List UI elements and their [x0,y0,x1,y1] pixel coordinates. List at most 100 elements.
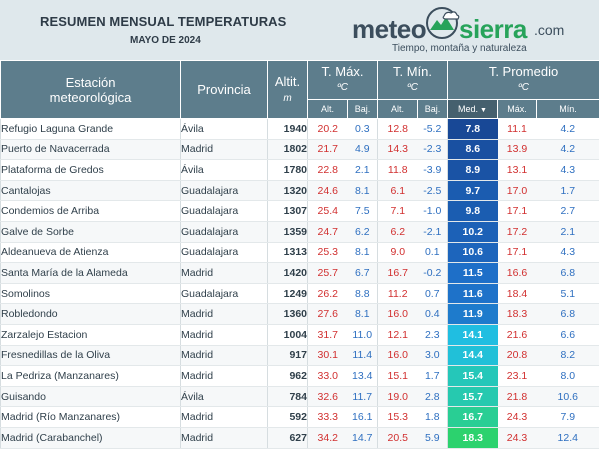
cell-tmin-alt: 15.1 [378,366,418,387]
cell-province: Madrid [181,366,268,387]
cell-tmax-alt: 24.7 [308,221,348,242]
cell-tmin-baj: 0.4 [418,304,448,325]
cell-pmin: 2.1 [537,221,599,242]
cell-tmin-alt: 16.0 [378,304,418,325]
cell-tmin-baj: 1.8 [418,407,448,428]
cell-tmax-baj: 6.2 [348,221,378,242]
cell-tmax-baj: 4.9 [348,139,378,160]
cell-station: Refugio Laguna Grande [1,119,181,140]
cell-tmin-alt: 15.3 [378,407,418,428]
sort-descending-icon: ▼ [480,107,487,114]
meteosierra-logo[interactable]: meteo sierra .com Tiempo, montaña y natu… [352,6,587,56]
cell-tmin-alt: 12.8 [378,119,418,140]
subheader-tavg-med[interactable]: Med.▼ [448,100,498,119]
cell-station: Condemios de Arriba [1,201,181,222]
subheader-tmin-baj[interactable]: Baj. [418,100,448,119]
cell-province: Madrid [181,263,268,284]
cell-tmax-baj: 8.8 [348,283,378,304]
cell-tmin-baj: 0.7 [418,283,448,304]
cell-alt: 917 [268,345,308,366]
column-header-station-line1: Estación [66,75,116,90]
subheader-tmax-alt[interactable]: Alt. [308,100,348,119]
cell-med: 18.3 [448,427,498,448]
group-header-tmin-label: T. Mín. [393,64,432,79]
cell-tmax-alt: 20.2 [308,119,348,140]
tavg-unit: ºC [518,82,529,93]
cell-tmax-baj: 0.3 [348,119,378,140]
cell-pmin: 10.6 [537,386,599,407]
tmin-unit: ºC [407,82,418,93]
cell-pmax: 17.1 [498,242,537,263]
cell-station: Galve de Sorbe [1,221,181,242]
cell-pmax: 11.1 [498,119,537,140]
cell-tmax-alt: 27.6 [308,304,348,325]
cell-station: Santa María de la Alameda [1,263,181,284]
subheader-tavg-min[interactable]: Mín. [537,100,599,119]
cell-med: 11.5 [448,263,498,284]
cell-tmin-alt: 6.1 [378,180,418,201]
cell-tmax-baj: 7.5 [348,201,378,222]
cell-station: Madrid (Río Manzanares) [1,407,181,428]
cell-tmin-baj: -5.2 [418,119,448,140]
cell-med: 10.6 [448,242,498,263]
cell-tmin-alt: 12.1 [378,324,418,345]
column-header-altitude[interactable]: Altit. m [268,61,308,119]
cell-province: Guadalajara [181,221,268,242]
cell-pmax: 18.4 [498,283,537,304]
altitude-unit: m [283,93,291,104]
cell-tmax-alt: 24.6 [308,180,348,201]
cell-tmin-baj: 1.7 [418,366,448,387]
cell-pmin: 1.7 [537,180,599,201]
cell-province: Madrid [181,139,268,160]
temperature-table: Estación meteorológica Provincia Altit. … [0,60,599,449]
cell-province: Ávila [181,160,268,181]
cell-tmin-baj: -1.0 [418,201,448,222]
logo-word-sierra: sierra [459,14,527,45]
cell-pmin: 2.7 [537,201,599,222]
subheader-tmax-baj[interactable]: Baj. [348,100,378,119]
cell-pmin: 6.8 [537,304,599,325]
cell-pmax: 24.3 [498,407,537,428]
subheader-tmin-alt[interactable]: Alt. [378,100,418,119]
cell-alt: 1360 [268,304,308,325]
report-header: RESUMEN MENSUAL TEMPERATURAS MAYO DE 202… [0,0,599,61]
cell-tmin-alt: 11.2 [378,283,418,304]
cell-med: 9.8 [448,201,498,222]
cell-pmax: 20.8 [498,345,537,366]
cell-station: Somolinos [1,283,181,304]
column-header-province[interactable]: Provincia [181,61,268,119]
cell-pmin: 4.3 [537,242,599,263]
column-header-station[interactable]: Estación meteorológica [1,61,181,119]
group-header-tavg: T. Promedio ºC [448,61,599,100]
cell-tmax-alt: 33.3 [308,407,348,428]
cell-province: Madrid [181,324,268,345]
cell-province: Guadalajara [181,201,268,222]
subheader-tavg-max[interactable]: Máx. [498,100,537,119]
cell-tmax-alt: 25.4 [308,201,348,222]
cell-med: 10.2 [448,221,498,242]
cell-station: Zarzalejo Estacion [1,324,181,345]
cell-tmax-alt: 26.2 [308,283,348,304]
cell-province: Madrid [181,304,268,325]
cell-pmax: 13.9 [498,139,537,160]
cell-station: Plataforma de Gredos [1,160,181,181]
cell-pmax: 23.1 [498,366,537,387]
cell-med: 16.7 [448,407,498,428]
